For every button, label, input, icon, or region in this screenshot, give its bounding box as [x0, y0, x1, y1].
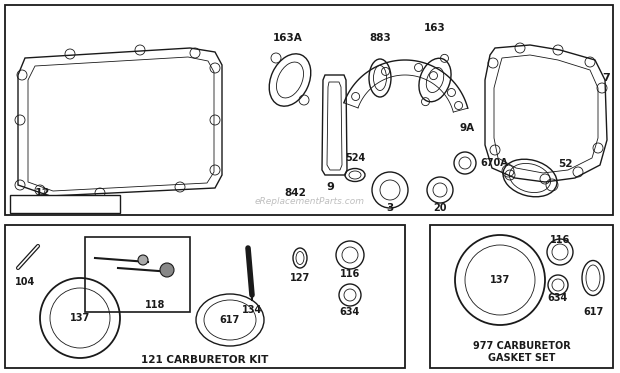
Text: 52: 52 — [558, 159, 572, 169]
Circle shape — [160, 263, 174, 277]
Text: 134: 134 — [242, 305, 262, 315]
Bar — [5, 225, 405, 368]
Circle shape — [138, 255, 148, 265]
Text: 524: 524 — [345, 153, 365, 163]
Text: 977 CARBURETOR
GASKET SET: 977 CARBURETOR GASKET SET — [472, 341, 570, 363]
Bar — [430, 225, 613, 368]
Text: 9A: 9A — [460, 123, 475, 133]
Text: 617: 617 — [583, 307, 603, 317]
Text: 634: 634 — [548, 293, 568, 303]
Text: 883: 883 — [369, 33, 391, 43]
Bar — [85, 237, 190, 312]
Bar — [5, 5, 613, 215]
Text: 137: 137 — [490, 275, 510, 285]
Text: 118: 118 — [145, 300, 165, 310]
Text: eReplacementParts.com: eReplacementParts.com — [255, 197, 365, 207]
Text: 163A: 163A — [273, 33, 303, 43]
Text: 842: 842 — [284, 188, 306, 198]
Text: 3: 3 — [386, 203, 394, 213]
Bar — [10, 195, 120, 213]
Text: 116: 116 — [340, 269, 360, 279]
Text: 7: 7 — [602, 73, 609, 83]
Text: 163: 163 — [424, 23, 446, 33]
Text: 127: 127 — [290, 273, 310, 283]
Text: 12: 12 — [35, 188, 50, 198]
Text: 116: 116 — [550, 235, 570, 245]
Text: 634: 634 — [340, 307, 360, 317]
Text: 670A: 670A — [480, 158, 508, 168]
Text: 9: 9 — [326, 182, 334, 192]
Text: 121 CARBURETOR KIT: 121 CARBURETOR KIT — [141, 355, 268, 365]
Text: 358 GASKET SET: 358 GASKET SET — [19, 199, 110, 209]
Text: 137: 137 — [70, 313, 90, 323]
Text: 617: 617 — [220, 315, 240, 325]
Text: 20: 20 — [433, 203, 447, 213]
Text: 104: 104 — [15, 277, 35, 287]
